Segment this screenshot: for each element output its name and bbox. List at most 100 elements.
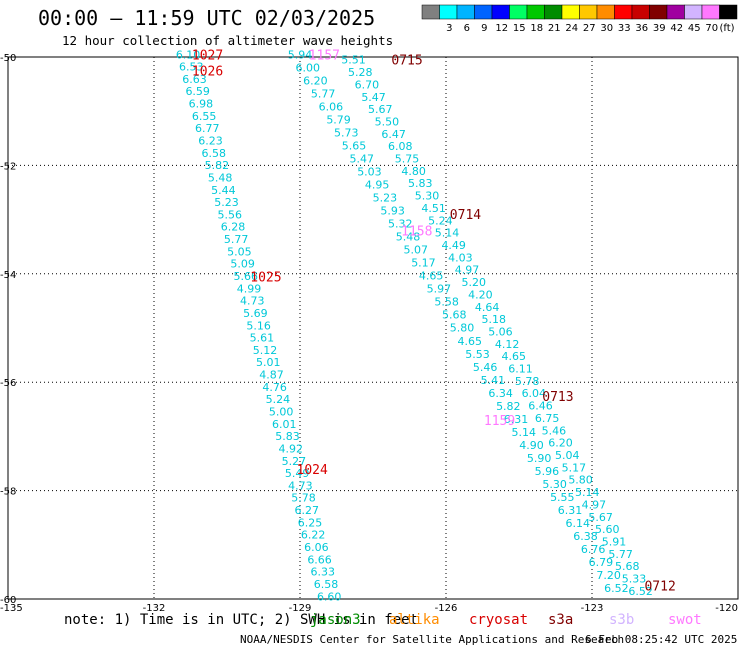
legend-swatch (579, 4, 598, 20)
swh-value-label: 6.22 (301, 529, 326, 542)
swh-value-label: 4.99 (237, 282, 262, 295)
swh-value-label: 5.96 (535, 465, 560, 478)
legend-bin-label: 6 (464, 23, 470, 34)
legend-bin-label: 21 (548, 23, 561, 34)
swh-value-label: 7.20 (596, 569, 621, 582)
legend-swatch (596, 4, 615, 20)
swh-value-label: 4.92 (278, 442, 303, 455)
swh-value-label: 5.94 (288, 48, 313, 61)
swh-value-label: 5.80 (568, 474, 593, 487)
pass-time-label: 0714 (450, 208, 481, 223)
lat-tick-label: -60 (0, 595, 16, 606)
swh-value-label: 4.76 (262, 381, 287, 394)
legend-bin-label: 42 (670, 23, 683, 34)
swh-value-label: 6.52 (604, 582, 629, 595)
swh-value-label: 5.00 (269, 406, 294, 419)
swh-value-label: 5.65 (342, 139, 367, 152)
swh-value-label: 4.95 (365, 179, 390, 192)
pass-time-label: 0715 (391, 54, 422, 69)
page-title: 00:00 – 11:59 UTC 02/03/2025 (38, 6, 376, 30)
swh-value-label: 5.24 (428, 214, 453, 227)
swh-value-label: 5.44 (211, 184, 236, 197)
legend-swatch (421, 4, 440, 20)
swh-value-label: 6.06 (304, 541, 329, 554)
swh-value-label: 4.73 (288, 479, 313, 492)
swh-value-label: 6.27 (294, 504, 319, 517)
swh-value-label: 4.64 (475, 301, 500, 314)
swh-value-label: 5.83 (275, 430, 300, 443)
legend-bin-label: 45 (688, 23, 701, 34)
swh-value-label: 6.76 (581, 543, 606, 556)
pass-time-label: 0712 (644, 579, 675, 594)
swh-value-label: 5.83 (408, 177, 433, 190)
swh-value-label: 5.67 (368, 103, 393, 116)
legend-swatch (491, 4, 510, 20)
swh-value-label: 6.23 (198, 135, 223, 148)
legend-bin-label: 9 (481, 23, 487, 34)
legend-swatch (439, 4, 458, 20)
swh-value-label: 5.77 (608, 548, 633, 561)
swh-value-label: 6.46 (528, 400, 553, 413)
swh-value-label: 6.75 (535, 412, 560, 425)
swh-value-label: 5.51 (341, 54, 366, 67)
swh-value-label: 5.48 (208, 171, 233, 184)
lon-tick-label: -135 (0, 603, 23, 614)
swh-value-label: 5.69 (243, 307, 268, 320)
swh-value-label: 5.07 (403, 244, 428, 257)
track-swot: 5.946.006.205.776.065.795.735.655.475.03… (288, 48, 629, 595)
plot-frame (7, 56, 739, 600)
swh-value-label: 4.90 (519, 439, 544, 452)
legend-swatch (666, 4, 685, 20)
map-grid (8, 57, 738, 599)
swh-value-label: 5.33 (622, 573, 647, 586)
lon-tick-label: -123 (581, 603, 604, 614)
legend-unit-label: (ft) (719, 23, 734, 34)
swh-value-label: 4.51 (421, 202, 446, 215)
swh-value-label: 4.73 (240, 295, 265, 308)
swh-value-label: 6.60 (317, 590, 342, 603)
swh-value-label: 6.55 (192, 110, 217, 123)
swh-value-label: 5.82 (205, 159, 230, 172)
swh-value-label: 6.34 (488, 387, 513, 400)
pass-time-label: 1159 (484, 414, 515, 429)
mission-label-s3b: s3b (609, 612, 635, 628)
swh-value-label: 5.46 (473, 361, 498, 374)
swh-value-label: 4.49 (441, 239, 466, 252)
swh-value-label: 5.60 (595, 523, 620, 536)
swh-value-label: 5.47 (349, 152, 374, 165)
lon-tick-label: -132 (143, 603, 166, 614)
mission-label-cryosat: cryosat (469, 612, 529, 628)
satellite-tracks: 6.106.536.636.596.986.556.776.236.585.82… (176, 48, 676, 603)
swh-value-label: 4.87 (259, 369, 284, 382)
swh-value-label: 5.30 (542, 478, 567, 491)
swh-value-label: 6.63 (182, 73, 207, 86)
swh-value-label: 6.00 (295, 61, 320, 74)
swh-value-label: 5.17 (562, 461, 587, 474)
pass-time-label: 1025 (250, 271, 281, 286)
swh-value-label: 5.55 (550, 491, 575, 504)
swh-value-label: 5.28 (348, 66, 373, 79)
swh-value-label: 5.14 (511, 426, 536, 439)
legend-swatch (544, 4, 563, 20)
swh-value-label: 4.65 (419, 270, 444, 283)
pass-time-label: 0713 (542, 390, 573, 405)
legend-bin-label: 24 (565, 23, 578, 34)
legend-swatch (474, 4, 493, 20)
swh-value-label: 5.48 (396, 231, 421, 244)
swh-value-label: 5.01 (256, 356, 281, 369)
swh-value-label: 5.75 (395, 153, 420, 166)
swh-value-label: 5.68 (615, 560, 640, 573)
track-jason: 6.106.536.636.596.986.556.776.236.585.82… (176, 48, 342, 603)
swh-value-label: 5.23 (373, 192, 398, 205)
swh-value-label: 5.18 (482, 313, 507, 326)
swh-value-label: 5.14 (435, 227, 460, 240)
swh-value-label: 6.58 (201, 147, 226, 160)
swh-value-label: 5.23 (214, 196, 239, 209)
legend-swatch (456, 4, 475, 20)
legend-swatch (701, 4, 720, 20)
swh-value-label: 6.66 (307, 553, 332, 566)
swh-value-label: 6.10 (176, 48, 201, 61)
mission-label-s3a: s3a (548, 612, 574, 628)
mission-label-swot: swot (668, 612, 702, 628)
